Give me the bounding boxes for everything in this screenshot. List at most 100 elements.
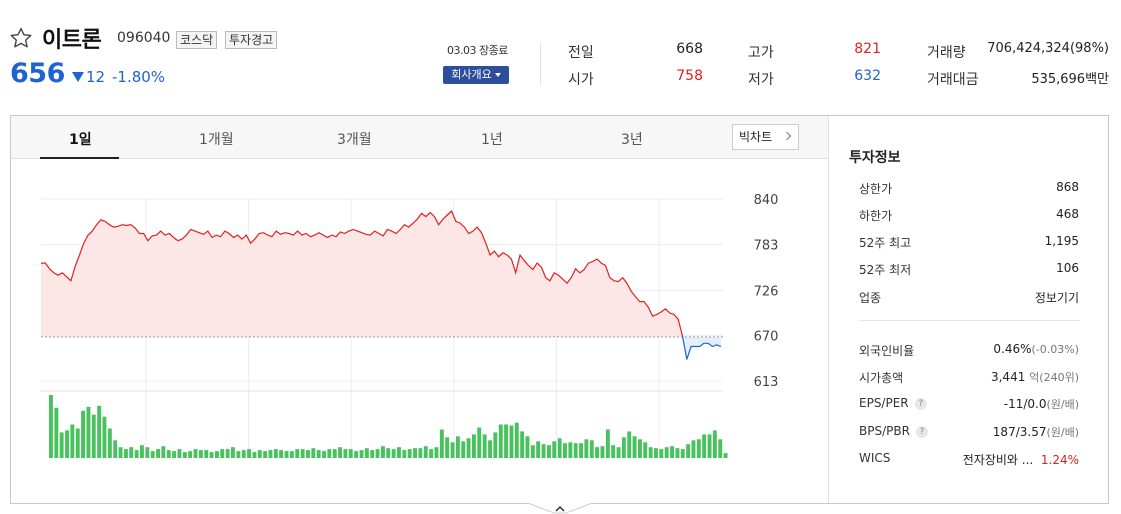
volume-bar bbox=[113, 440, 118, 458]
market-status: 03.03 장종료 bbox=[447, 44, 508, 57]
volume-bar bbox=[568, 442, 573, 459]
chart-panel: 1일 1개월 3개월 1년 3년 빅차트 1011121314158407837… bbox=[10, 115, 1109, 504]
price-line-up bbox=[41, 209, 684, 337]
volume-bar bbox=[530, 445, 535, 458]
info-label-foreign-ratio: 외국인비율 bbox=[859, 344, 915, 358]
volume-bar bbox=[75, 428, 80, 458]
volume-bar bbox=[520, 431, 525, 458]
company-overview-button[interactable]: 회사개요 bbox=[443, 66, 509, 84]
volume-bar bbox=[450, 442, 455, 459]
volume-bar bbox=[348, 449, 353, 458]
info-value-bps-pbr: 187/3.57(원/배) bbox=[992, 425, 1079, 439]
y-tick-label: 726 bbox=[754, 284, 779, 299]
info-label-lower-limit: 하한가 bbox=[859, 209, 893, 223]
volume-bar bbox=[182, 452, 187, 458]
volume-bar bbox=[595, 447, 599, 458]
volume-bar bbox=[541, 444, 546, 458]
info-label-industry: 업종 bbox=[859, 291, 882, 305]
tab-1y[interactable]: 1년 bbox=[481, 132, 503, 148]
volume-bar bbox=[605, 429, 610, 458]
volume-bar bbox=[547, 445, 551, 458]
stock-code: 096040 bbox=[117, 30, 171, 46]
info-value-52w-high: 1,195 bbox=[1044, 234, 1079, 248]
volume-bar bbox=[316, 450, 321, 458]
volume-bar bbox=[691, 440, 696, 458]
volume-bar bbox=[343, 449, 348, 458]
volume-bar bbox=[445, 437, 450, 458]
volume-bar bbox=[573, 443, 578, 458]
volume-bar bbox=[172, 451, 176, 458]
quote-value-low: 632 bbox=[854, 68, 881, 84]
volume-bar bbox=[391, 449, 396, 458]
tab-1d[interactable]: 1일 bbox=[69, 132, 92, 148]
volume-bar bbox=[268, 450, 273, 458]
y-tick-label: 783 bbox=[754, 239, 779, 254]
y-tick-label: 670 bbox=[754, 329, 779, 344]
volume-bar bbox=[664, 447, 669, 458]
volume-bar bbox=[477, 427, 482, 458]
info-value-lower-limit: 468 bbox=[1056, 207, 1079, 221]
volume-bar bbox=[247, 449, 251, 458]
quote-value-open: 758 bbox=[676, 68, 703, 84]
price-fill-above bbox=[41, 211, 721, 337]
volume-bar bbox=[322, 451, 326, 458]
volume-bar bbox=[707, 434, 712, 458]
volume-bar bbox=[670, 446, 674, 458]
volume-bar bbox=[300, 449, 305, 458]
volume-bar bbox=[279, 450, 284, 458]
volume-bar bbox=[407, 449, 412, 458]
quote-value-prev-close: 668 bbox=[676, 41, 703, 57]
wics-link[interactable]: 전자장비와 ... bbox=[962, 453, 1034, 467]
volume-bar bbox=[209, 452, 214, 458]
caret-down-icon bbox=[494, 73, 501, 77]
tab-1m[interactable]: 1개월 bbox=[199, 132, 234, 148]
volume-bar bbox=[49, 395, 53, 458]
volume-bar bbox=[338, 447, 342, 458]
volume-bar bbox=[702, 434, 707, 458]
y-tick-label: 613 bbox=[754, 375, 779, 390]
volume-bar bbox=[461, 441, 466, 458]
chevron-up-icon[interactable] bbox=[528, 503, 592, 514]
volume-bar bbox=[675, 448, 680, 458]
volume-bar bbox=[589, 440, 594, 458]
tab-3m[interactable]: 3개월 bbox=[337, 132, 372, 148]
quote-value-volume: 706,424,324(98%) bbox=[987, 41, 1109, 56]
info-value-52w-low: 106 bbox=[1056, 261, 1079, 275]
info-value-upper-limit: 868 bbox=[1056, 180, 1079, 194]
tab-3y[interactable]: 3년 bbox=[621, 132, 643, 148]
volume-bar bbox=[413, 448, 417, 458]
price-fill-below bbox=[41, 336, 721, 360]
question-icon[interactable]: ? bbox=[914, 397, 927, 410]
volume-bar bbox=[188, 451, 193, 458]
volume-bar bbox=[193, 449, 198, 458]
bigchart-button[interactable]: 빅차트 bbox=[732, 124, 799, 150]
quote-label-prev-close: 전일 bbox=[568, 45, 594, 61]
volume-bar bbox=[509, 425, 514, 458]
volume-bar bbox=[150, 451, 155, 458]
info-value-wics: 전자장비와 ... 1.24% bbox=[962, 453, 1079, 467]
info-label-market-cap: 시가총액 bbox=[859, 371, 904, 385]
favorite-star-icon[interactable] bbox=[9, 26, 33, 50]
volume-bar bbox=[289, 451, 294, 458]
info-label-wics: WICS bbox=[859, 451, 891, 465]
volume-bar bbox=[129, 447, 134, 458]
divider bbox=[859, 320, 1080, 321]
info-value-industry: 정보기기 bbox=[1034, 291, 1079, 305]
volume-bar bbox=[552, 441, 557, 458]
quote-value-high: 821 bbox=[854, 41, 881, 57]
volume-bar bbox=[402, 450, 407, 458]
info-label-52w-low: 52주 최저 bbox=[859, 263, 912, 277]
price-chart[interactable]: 101112131415840783726670613 bbox=[11, 159, 828, 459]
volume-bar bbox=[166, 450, 171, 458]
question-icon[interactable]: ? bbox=[915, 425, 928, 438]
volume-bar bbox=[579, 443, 583, 458]
volume-bar bbox=[418, 448, 423, 458]
info-label-eps-per: EPS/PER? bbox=[859, 396, 927, 410]
volume-bar bbox=[686, 444, 691, 458]
volume-bar bbox=[306, 450, 310, 458]
volume-bar bbox=[439, 429, 444, 458]
info-value-foreign-ratio: 0.46%(-0.03%) bbox=[993, 342, 1079, 356]
volume-bar bbox=[370, 450, 375, 458]
volume-bar bbox=[102, 416, 107, 458]
info-label-52w-high: 52주 최고 bbox=[859, 236, 912, 250]
